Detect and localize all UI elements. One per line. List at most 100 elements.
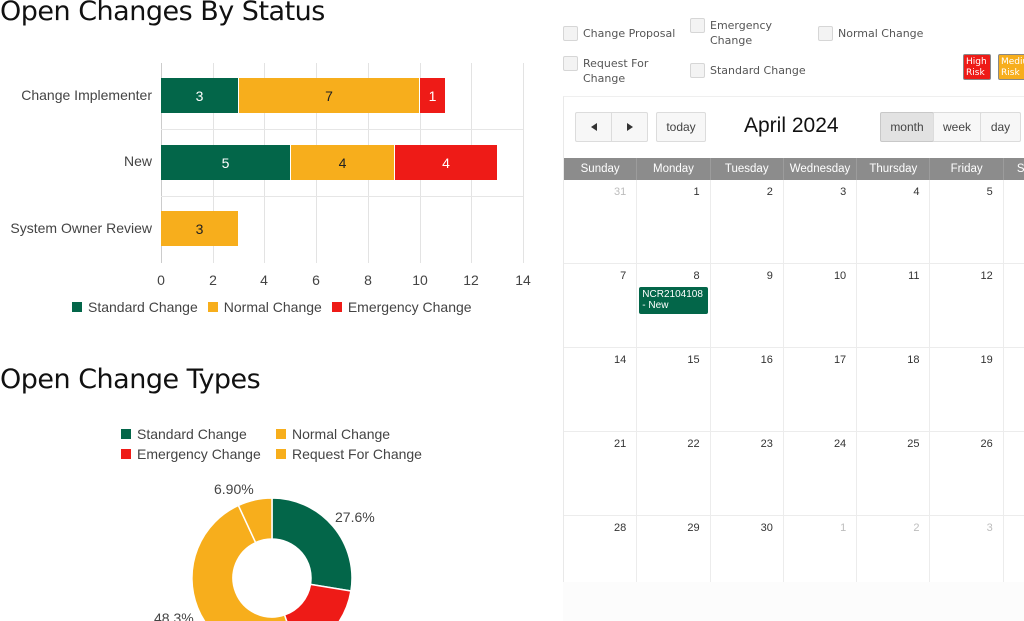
types-donut-chart bbox=[191, 497, 353, 621]
day-cell[interactable] bbox=[1004, 180, 1024, 263]
day-cell[interactable]: 25 bbox=[857, 432, 931, 515]
legend-item-standard[interactable]: Standard Change bbox=[121, 426, 276, 442]
day-cell[interactable]: 3 bbox=[784, 180, 858, 263]
donut-slice-emergency[interactable] bbox=[283, 583, 352, 621]
calendar-footer-area bbox=[563, 582, 1024, 621]
checkbox[interactable] bbox=[563, 26, 578, 41]
day-cell[interactable]: 12 bbox=[930, 264, 1004, 347]
day-cell[interactable]: 21 bbox=[564, 432, 638, 515]
day-cell[interactable]: 22 bbox=[637, 432, 711, 515]
filter-request-for-change[interactable]: Request For Change bbox=[563, 56, 658, 86]
next-month-button[interactable] bbox=[611, 112, 648, 142]
day-cell[interactable] bbox=[1004, 264, 1024, 347]
day-view-button[interactable]: day bbox=[980, 112, 1021, 142]
bar-segment-emergency[interactable]: 4 bbox=[395, 145, 498, 180]
day-header: Saturday bbox=[1004, 158, 1024, 180]
risk-badge-medium: Medium Risk bbox=[998, 54, 1024, 80]
pct-label-request: 6.90% bbox=[214, 481, 254, 497]
week-row: 14 15 16 17 18 19 bbox=[564, 348, 1024, 432]
day-cell[interactable]: 23 bbox=[711, 432, 784, 515]
legend-item-emergency[interactable]: Emergency Change bbox=[121, 446, 276, 462]
day-header: Friday bbox=[930, 158, 1004, 180]
x-tick: 2 bbox=[209, 272, 217, 288]
day-cell[interactable]: 19 bbox=[930, 348, 1004, 431]
donut-slice-normal[interactable] bbox=[191, 504, 298, 621]
bar-segment-emergency[interactable]: 1 bbox=[420, 78, 446, 113]
day-cell[interactable]: 28 bbox=[564, 516, 638, 584]
pct-label-standard: 27.6% bbox=[335, 509, 375, 525]
bar-segment-standard[interactable]: 5 bbox=[161, 145, 291, 180]
checkbox[interactable] bbox=[563, 56, 578, 71]
checkbox[interactable] bbox=[690, 18, 705, 33]
triangle-left-icon bbox=[590, 123, 597, 131]
day-cell[interactable]: 2 bbox=[857, 516, 931, 584]
bar-segment-standard[interactable]: 3 bbox=[161, 78, 239, 113]
donut-slice-request[interactable] bbox=[237, 497, 273, 544]
day-cell[interactable]: 1 bbox=[637, 180, 711, 263]
today-button[interactable]: today bbox=[656, 112, 706, 142]
category-label: Change Implementer bbox=[21, 87, 152, 103]
checkbox[interactable] bbox=[818, 26, 833, 41]
status-chart-legend: Standard Change Normal Change Emergency … bbox=[72, 299, 482, 315]
legend-item-normal[interactable]: Normal Change bbox=[276, 426, 390, 442]
day-cell[interactable]: 1 bbox=[784, 516, 858, 584]
x-tick: 0 bbox=[157, 272, 165, 288]
status-bar-chart: Change Implementer New System Owner Revi… bbox=[0, 60, 545, 330]
calendar-event[interactable]: NCR2104108 - New bbox=[639, 287, 709, 314]
pct-label-normal: 48.3% bbox=[154, 610, 194, 621]
filter-normal-change[interactable]: Normal Change bbox=[818, 26, 923, 41]
day-cell[interactable]: 4 bbox=[857, 180, 931, 263]
risk-badge-high: High Risk bbox=[963, 54, 991, 80]
legend-swatch bbox=[276, 449, 286, 459]
checkbox[interactable] bbox=[690, 63, 705, 78]
week-row: 31 1 2 3 4 5 bbox=[564, 180, 1024, 264]
day-cell[interactable]: 15 bbox=[637, 348, 711, 431]
prev-month-button[interactable] bbox=[575, 112, 612, 142]
week-view-button[interactable]: week bbox=[933, 112, 981, 142]
status-chart-title: Open Changes By Status bbox=[0, 0, 325, 27]
change-type-filters: Change Proposal Emergency Change Normal … bbox=[563, 14, 1024, 94]
day-cell[interactable]: 3 bbox=[930, 516, 1004, 584]
day-cell[interactable]: 10 bbox=[784, 264, 858, 347]
filter-change-proposal[interactable]: Change Proposal bbox=[563, 26, 675, 41]
filter-emergency-change[interactable]: Emergency Change bbox=[690, 18, 780, 48]
day-cell[interactable]: 9 bbox=[711, 264, 784, 347]
calendar-day-headers: Sunday Monday Tuesday Wednesday Thursday… bbox=[564, 158, 1024, 180]
day-cell[interactable]: 24 bbox=[784, 432, 858, 515]
x-tick: 12 bbox=[463, 272, 479, 288]
donut-slice-standard[interactable] bbox=[271, 497, 353, 592]
day-cell[interactable]: 29 bbox=[637, 516, 711, 584]
legend-item-normal[interactable]: Normal Change bbox=[207, 299, 322, 315]
legend-item-standard[interactable]: Standard Change bbox=[72, 299, 198, 315]
day-cell[interactable]: 31 bbox=[564, 180, 638, 263]
day-cell[interactable] bbox=[1004, 432, 1024, 515]
bar-segment-normal[interactable]: 7 bbox=[239, 78, 420, 113]
day-cell[interactable]: 2 bbox=[711, 180, 784, 263]
day-cell[interactable]: 30 bbox=[711, 516, 784, 584]
day-cell[interactable]: 8 NCR2104108 - New bbox=[637, 264, 711, 347]
x-tick: 10 bbox=[412, 272, 428, 288]
change-calendar: today April 2024 month week day Sunday M… bbox=[563, 96, 1024, 584]
day-cell[interactable]: 11 bbox=[857, 264, 931, 347]
day-cell[interactable]: 16 bbox=[711, 348, 784, 431]
day-header: Monday bbox=[637, 158, 711, 180]
legend-swatch bbox=[72, 302, 82, 312]
legend-item-emergency[interactable]: Emergency Change bbox=[331, 299, 472, 315]
day-cell[interactable] bbox=[1004, 348, 1024, 431]
day-cell[interactable]: 17 bbox=[784, 348, 858, 431]
week-row: 7 8 NCR2104108 - New 9 10 11 12 bbox=[564, 264, 1024, 348]
grid-line bbox=[523, 63, 524, 263]
day-cell[interactable]: 26 bbox=[930, 432, 1004, 515]
day-cell[interactable]: 5 bbox=[930, 180, 1004, 263]
month-view-button[interactable]: month bbox=[880, 112, 934, 142]
day-cell[interactable]: 18 bbox=[857, 348, 931, 431]
day-cell[interactable]: 7 bbox=[564, 264, 638, 347]
calendar-title: April 2024 bbox=[744, 114, 839, 137]
legend-item-request[interactable]: Request For Change bbox=[276, 446, 422, 462]
filter-standard-change[interactable]: Standard Change bbox=[690, 63, 806, 78]
day-cell[interactable]: 14 bbox=[564, 348, 638, 431]
bar-segment-normal[interactable]: 3 bbox=[161, 211, 239, 246]
grid-line bbox=[161, 196, 523, 197]
day-cell[interactable] bbox=[1004, 516, 1024, 584]
bar-segment-normal[interactable]: 4 bbox=[291, 145, 395, 180]
